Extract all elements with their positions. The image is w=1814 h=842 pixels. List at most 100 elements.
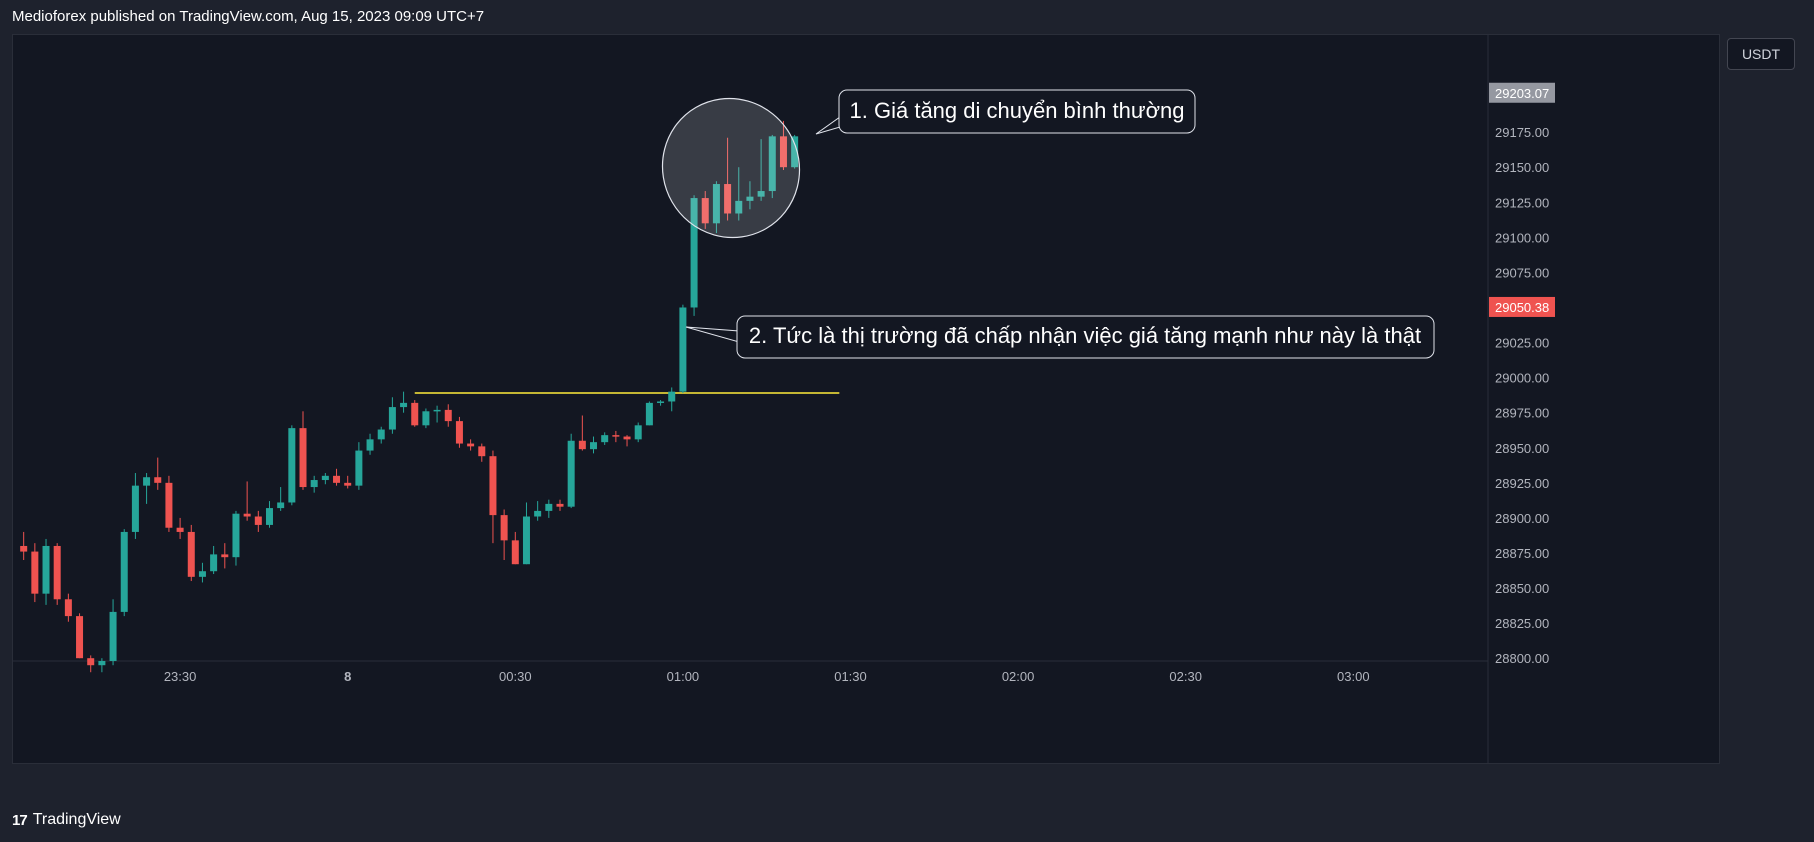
candle[interactable] xyxy=(277,487,285,511)
candle-body xyxy=(333,475,341,483)
candle[interactable] xyxy=(411,400,419,427)
candle[interactable] xyxy=(701,191,709,229)
y-tick-label: 28975.00 xyxy=(1495,406,1549,421)
candle[interactable] xyxy=(400,391,408,413)
candle[interactable] xyxy=(131,473,139,539)
candle[interactable] xyxy=(601,432,609,445)
candle[interactable] xyxy=(221,543,229,569)
x-tick-label: 02:30 xyxy=(1169,669,1202,684)
candle-body xyxy=(288,428,296,503)
candle[interactable] xyxy=(433,405,441,423)
candle[interactable] xyxy=(690,195,698,316)
y-tick-label: 29150.00 xyxy=(1495,160,1549,175)
candle[interactable] xyxy=(612,430,620,443)
candle-body xyxy=(388,407,396,430)
candle[interactable] xyxy=(522,502,530,565)
candle[interactable] xyxy=(377,426,385,444)
price-chart[interactable]: 28800.00 28825.00 28850.00 28875.00 28900.00… xyxy=(13,35,1719,763)
candle[interactable] xyxy=(645,401,653,426)
candle[interactable] xyxy=(243,481,251,521)
candle[interactable] xyxy=(198,562,206,583)
candle[interactable] xyxy=(444,404,452,427)
chart-pane[interactable]: 28800.00 28825.00 28850.00 28875.00 28900.00… xyxy=(12,34,1720,764)
candle[interactable] xyxy=(53,543,61,605)
candle-body xyxy=(366,439,374,451)
candle[interactable] xyxy=(87,655,95,673)
candle[interactable] xyxy=(333,468,341,486)
candle[interactable] xyxy=(165,475,173,532)
candle[interactable] xyxy=(590,436,598,454)
candle[interactable] xyxy=(143,473,151,504)
candle[interactable] xyxy=(42,538,50,605)
candle[interactable] xyxy=(657,400,665,406)
candle[interactable] xyxy=(511,531,519,565)
footer-brand[interactable]: 17 TradingView xyxy=(12,811,121,829)
candle-body xyxy=(243,513,251,517)
candle-body xyxy=(109,611,117,661)
x-tick-label: 8 xyxy=(344,669,351,684)
tradingview-logo-icon: 17 xyxy=(12,811,28,829)
candle[interactable] xyxy=(109,599,117,666)
candle[interactable] xyxy=(768,134,776,199)
candle[interactable] xyxy=(31,543,39,603)
candle[interactable] xyxy=(712,181,720,234)
candle[interactable] xyxy=(176,517,184,539)
candle[interactable] xyxy=(489,450,497,544)
candle-body xyxy=(221,554,229,558)
y-tick-label: 28925.00 xyxy=(1495,476,1549,491)
y-tick-label: 28825.00 xyxy=(1495,616,1549,631)
candle[interactable] xyxy=(500,509,508,560)
candle[interactable] xyxy=(210,545,218,575)
candle[interactable] xyxy=(299,411,307,490)
candle[interactable] xyxy=(556,499,564,511)
candle[interactable] xyxy=(76,613,84,659)
candle-body xyxy=(210,554,218,572)
candle-body xyxy=(422,411,430,426)
candle[interactable] xyxy=(344,475,352,489)
candle[interactable] xyxy=(154,457,162,490)
candle-body xyxy=(534,510,542,517)
candle[interactable] xyxy=(623,435,631,447)
candle[interactable] xyxy=(366,433,374,455)
candle[interactable] xyxy=(288,425,296,506)
candle[interactable] xyxy=(735,167,743,221)
highlight-ellipse[interactable] xyxy=(637,73,825,262)
y-tick-label: 29025.00 xyxy=(1495,336,1549,351)
candle[interactable] xyxy=(679,304,687,394)
candle[interactable] xyxy=(534,501,542,521)
candle-body xyxy=(433,409,441,412)
candle[interactable] xyxy=(254,510,262,532)
candle[interactable] xyxy=(232,510,240,566)
y-tick-label: 29000.00 xyxy=(1495,371,1549,386)
candle[interactable] xyxy=(321,473,329,485)
candle[interactable] xyxy=(757,139,765,201)
candle[interactable] xyxy=(355,442,363,490)
callout-2-box[interactable] xyxy=(736,315,1435,359)
candle[interactable] xyxy=(467,439,475,451)
candle[interactable] xyxy=(265,501,273,528)
candle[interactable] xyxy=(779,120,787,171)
candle[interactable] xyxy=(746,181,754,210)
candle-body xyxy=(701,198,709,224)
y-tick-label: 28875.00 xyxy=(1495,546,1549,561)
candle[interactable] xyxy=(545,499,553,518)
candle[interactable] xyxy=(455,416,463,448)
x-tick-label: 03:00 xyxy=(1337,669,1370,684)
currency-selector[interactable]: USDT xyxy=(1727,38,1795,70)
candle[interactable] xyxy=(567,433,575,509)
candle[interactable] xyxy=(668,387,676,412)
candle[interactable] xyxy=(422,408,430,429)
candle[interactable] xyxy=(187,524,195,582)
candle[interactable] xyxy=(388,397,396,434)
candle[interactable] xyxy=(791,134,799,169)
candle[interactable] xyxy=(64,593,72,622)
candle[interactable] xyxy=(98,658,106,673)
candle[interactable] xyxy=(310,475,318,493)
candle[interactable] xyxy=(634,422,642,443)
candle[interactable] xyxy=(724,137,732,221)
callout-1-box[interactable] xyxy=(838,89,1196,134)
candle[interactable] xyxy=(20,531,28,560)
candle[interactable] xyxy=(120,529,128,617)
candle[interactable] xyxy=(578,415,586,451)
candle[interactable] xyxy=(478,443,486,462)
